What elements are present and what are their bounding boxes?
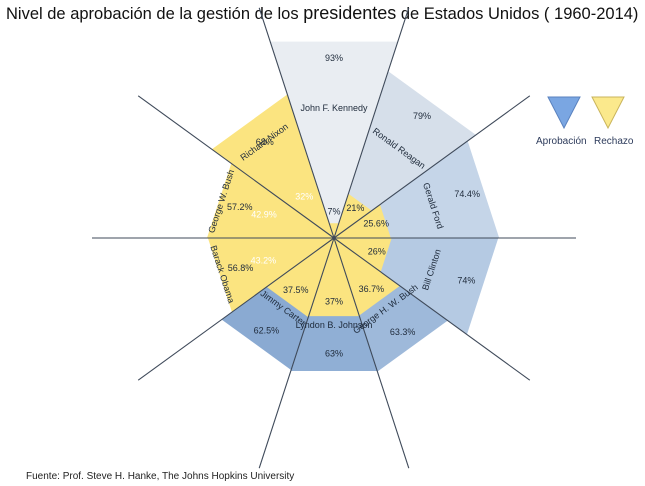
sector-divider [258,237,335,469]
approval-value-richard-nixon: 32% [295,191,313,201]
rejection-value-jimmy-carter: 37.5% [283,285,309,295]
sector-divider [333,95,531,239]
rejection-value-george-w-bush: 57.2% [227,202,253,212]
approval-value-john-f-kennedy: 93% [325,53,343,63]
rejection-value-ronald-reagan: 21% [346,203,364,213]
approval-value-george-w-bush: 42.9% [251,210,277,220]
legend-label-approval: Aprobación [536,136,587,147]
approval-value-george-h-w-bush: 63.3% [390,327,416,337]
approval-value-bill-clinton: 74% [457,275,475,285]
approval-value-barack-obama: 43.2% [251,255,277,265]
approval-sector-john-f-kennedy [270,41,398,238]
title-text-part3: de Estados Unidos ( 1960-2014) [396,5,639,23]
president-name-john-f-kennedy: John F. Kennedy [300,103,368,113]
sector-divider [333,237,531,381]
sector-divider [137,95,335,239]
legend-label-rejection: Rechazo [594,136,634,147]
rejection-value-gerald-ford: 25.6% [363,219,389,229]
title-text-part2: presidentes [303,3,397,23]
source-note: Fuente: Prof. Steve H. Hanke, The Johns … [26,471,295,482]
legend-rejection-marker [591,96,625,130]
rejection-value-john-f-kennedy: 7% [327,206,340,216]
approval-value-gerald-ford: 74.4% [454,189,480,199]
rejection-area [207,94,400,318]
rejection-layer [207,94,400,318]
legend [547,96,625,130]
legend-approval-marker [547,96,581,130]
sector-divider [137,237,335,381]
chart-title: Nivel de aprobación de la gestión de los… [6,3,638,24]
sector-divider [333,7,410,239]
sector-divider [258,7,335,239]
title-text-part1: Nivel de aprobación de la gestión de los [6,5,304,23]
rejection-value-richard-nixon: 68% [256,137,274,147]
rejection-value-barack-obama: 56.8% [228,263,254,273]
rejection-value-lyndon-b-johnson: 37% [325,296,343,306]
rejection-value-george-h-w-bush: 36.7% [359,284,385,294]
approval-value-ronald-reagan: 79% [413,111,431,121]
sector-divider [333,237,410,469]
president-name-lyndon-b-johnson: Lyndon B. Johnson [296,320,373,330]
approval-value-lyndon-b-johnson: 63% [325,348,343,358]
approval-sector-ronald-reagan [334,71,476,238]
sector-dividers [92,7,576,469]
approval-value-jimmy-carter: 62.5% [254,325,280,335]
rejection-value-bill-clinton: 26% [368,246,386,256]
